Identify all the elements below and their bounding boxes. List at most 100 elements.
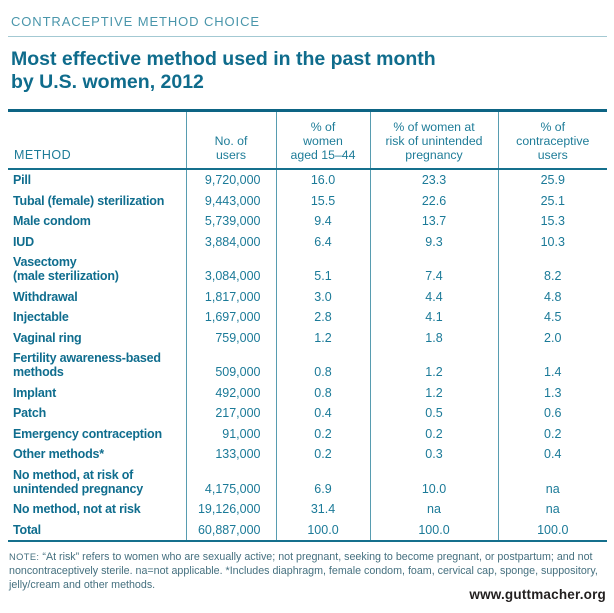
method-cell: No method, not at risk xyxy=(13,502,141,517)
kicker: CONTRACEPTIVE METHOD CHOICE xyxy=(11,14,260,29)
table-body: Pill 9,720,000 16.0 23.3 25.9 Tubal (fem… xyxy=(8,168,607,541)
pct-at-risk-cell: na xyxy=(369,498,498,520)
users-cell: 3,084,000 xyxy=(185,251,276,287)
pct-at-risk-cell: 4.4 xyxy=(369,286,498,307)
method-cell: Male condom xyxy=(13,214,91,229)
footnote-label: NOTE: xyxy=(9,551,40,562)
pct-contraceptive-cell: 4.8 xyxy=(497,286,607,307)
pct-women-cell: 1.2 xyxy=(275,327,370,348)
users-cell: 9,720,000 xyxy=(185,168,276,191)
page-title: Most effective method used in the past m… xyxy=(11,48,436,94)
pct-at-risk-cell: 0.3 xyxy=(369,443,498,465)
method-cell: Vasectomy (male sterilization) xyxy=(13,255,119,284)
users-cell: 133,000 xyxy=(185,443,276,465)
footnote-text: “At risk” refers to women who are sexual… xyxy=(9,550,598,591)
pct-at-risk-cell: 100.0 xyxy=(369,519,498,541)
method-cell: No method, at risk of unintended pregnan… xyxy=(13,467,144,496)
pct-at-risk-cell: 13.7 xyxy=(369,210,498,232)
pct-women-cell: 31.4 xyxy=(275,498,370,520)
pct-women-cell: 2.8 xyxy=(275,306,370,328)
pct-contraceptive-cell: 0.4 xyxy=(497,443,607,465)
pct-contraceptive-cell: 2.0 xyxy=(497,327,607,348)
pct-women-cell: 3.0 xyxy=(275,286,370,307)
pct-women-cell: 6.9 xyxy=(275,464,370,499)
users-cell: 217,000 xyxy=(185,402,276,424)
table-row: Tubal (female) sterilization 9,443,000 1… xyxy=(8,190,607,211)
method-cell: Vaginal ring xyxy=(13,330,82,345)
users-cell: 9,443,000 xyxy=(185,190,276,211)
pct-at-risk-cell: 22.6 xyxy=(369,190,498,211)
pct-contraceptive-cell: 4.5 xyxy=(497,306,607,328)
pct-contraceptive-cell: 1.4 xyxy=(497,347,607,383)
pct-contraceptive-cell: 100.0 xyxy=(497,519,607,541)
pct-contraceptive-cell: 0.6 xyxy=(497,402,607,424)
users-cell: 91,000 xyxy=(185,423,276,444)
method-cell: Pill xyxy=(13,173,31,188)
table-row: Male condom 5,739,000 9.4 13.7 15.3 xyxy=(8,210,607,232)
col-header-pct-at-risk: % of women at risk of unintended pregnan… xyxy=(369,110,498,170)
pct-at-risk-cell: 10.0 xyxy=(369,464,498,499)
col-header-no-of-users: No. of users xyxy=(185,110,276,170)
users-cell: 1,697,000 xyxy=(185,306,276,328)
footer-url: www.guttmacher.org xyxy=(469,587,606,602)
pct-at-risk-cell: 7.4 xyxy=(369,251,498,287)
pct-women-cell: 16.0 xyxy=(275,168,370,191)
table-row-total: Total 60,887,000 100.0 100.0 100.0 xyxy=(8,519,607,541)
pct-contraceptive-cell: 8.2 xyxy=(497,251,607,287)
table-row: Fertility awareness-based methods 509,00… xyxy=(8,347,607,383)
method-cell: Total xyxy=(13,522,41,537)
method-cell: IUD xyxy=(13,234,34,249)
users-cell: 60,887,000 xyxy=(185,519,276,541)
users-cell: 492,000 xyxy=(185,382,276,403)
methods-table: METHOD No. of users % of women aged 15–4… xyxy=(8,108,607,542)
users-cell: 19,126,000 xyxy=(185,498,276,520)
pct-at-risk-cell: 1.8 xyxy=(369,327,498,348)
table-row: IUD 3,884,000 6.4 9.3 10.3 xyxy=(8,231,607,252)
users-cell: 1,817,000 xyxy=(185,286,276,307)
table-row: Withdrawal 1,817,000 3.0 4.4 4.8 xyxy=(8,286,607,307)
pct-women-cell: 100.0 xyxy=(275,519,370,541)
pct-women-cell: 9.4 xyxy=(275,210,370,232)
table-row: Vaginal ring 759,000 1.2 1.8 2.0 xyxy=(8,327,607,348)
users-cell: 759,000 xyxy=(185,327,276,348)
users-cell: 4,175,000 xyxy=(185,464,276,499)
table-row: Injectable 1,697,000 2.8 4.1 4.5 xyxy=(8,306,607,328)
pct-contraceptive-cell: 10.3 xyxy=(497,231,607,252)
pct-at-risk-cell: 0.5 xyxy=(369,402,498,424)
pct-women-cell: 15.5 xyxy=(275,190,370,211)
table-row: Patch 217,000 0.4 0.5 0.6 xyxy=(8,402,607,424)
table-row: Other methods* 133,000 0.2 0.3 0.4 xyxy=(8,443,607,465)
users-cell: 509,000 xyxy=(185,347,276,383)
pct-women-cell: 6.4 xyxy=(275,231,370,252)
pct-contraceptive-cell: 15.3 xyxy=(497,210,607,232)
pct-women-cell: 0.2 xyxy=(275,423,370,444)
pct-contraceptive-cell: 25.1 xyxy=(497,190,607,211)
col-header-pct-women-15-44: % of women aged 15–44 xyxy=(275,110,370,170)
method-cell: Withdrawal xyxy=(13,289,78,304)
table-row: Pill 9,720,000 16.0 23.3 25.9 xyxy=(8,168,607,191)
users-cell: 3,884,000 xyxy=(185,231,276,252)
footnote: NOTE: “At risk” refers to women who are … xyxy=(9,550,606,592)
method-cell: Emergency contraception xyxy=(13,426,162,441)
users-cell: 5,739,000 xyxy=(185,210,276,232)
pct-contraceptive-cell: 0.2 xyxy=(497,423,607,444)
pct-contraceptive-cell: na xyxy=(497,464,607,499)
pct-women-cell: 0.4 xyxy=(275,402,370,424)
method-cell: Other methods* xyxy=(13,447,104,462)
method-cell: Tubal (female) sterilization xyxy=(13,193,165,208)
method-cell: Injectable xyxy=(13,310,69,325)
pct-women-cell: 5.1 xyxy=(275,251,370,287)
pct-at-risk-cell: 4.1 xyxy=(369,306,498,328)
col-header-pct-contraceptive-users: % of contraceptive users xyxy=(497,110,607,170)
table-header: METHOD No. of users % of women aged 15–4… xyxy=(8,110,607,170)
pct-at-risk-cell: 9.3 xyxy=(369,231,498,252)
table-row: No method, not at risk 19,126,000 31.4 n… xyxy=(8,498,607,520)
table-row: No method, at risk of unintended pregnan… xyxy=(8,464,607,499)
table-row: Emergency contraception 91,000 0.2 0.2 0… xyxy=(8,423,607,444)
pct-at-risk-cell: 1.2 xyxy=(369,382,498,403)
method-cell: Patch xyxy=(13,406,47,421)
pct-at-risk-cell: 0.2 xyxy=(369,423,498,444)
pct-at-risk-cell: 1.2 xyxy=(369,347,498,383)
pct-contraceptive-cell: 1.3 xyxy=(497,382,607,403)
